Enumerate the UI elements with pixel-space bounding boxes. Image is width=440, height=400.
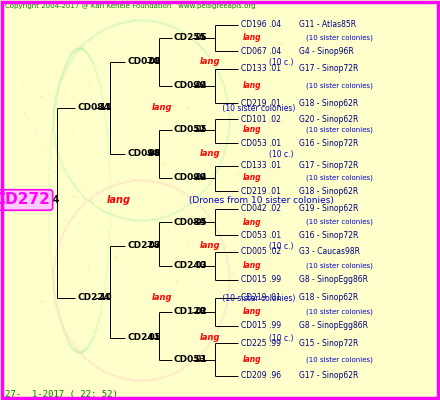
Text: (10 sister colonies): (10 sister colonies) (306, 219, 373, 225)
Text: CD099: CD099 (174, 174, 207, 182)
Text: CD042 .02: CD042 .02 (241, 204, 281, 213)
Text: CD053: CD053 (174, 356, 206, 364)
Text: 07: 07 (149, 242, 163, 250)
Text: lang: lang (200, 150, 221, 158)
Text: 10: 10 (100, 294, 115, 302)
Text: lang: lang (200, 58, 221, 66)
Text: G8 - SinopEgg86R: G8 - SinopEgg86R (299, 322, 368, 330)
Text: lang: lang (243, 308, 262, 316)
Text: G20 - Sinop62R: G20 - Sinop62R (299, 115, 359, 124)
Text: 05: 05 (149, 334, 163, 342)
Text: CD005 .02: CD005 .02 (241, 248, 281, 256)
Text: 05: 05 (196, 126, 209, 134)
Text: (10 c.): (10 c.) (269, 58, 293, 66)
Text: lang: lang (243, 82, 262, 90)
Text: CD052: CD052 (174, 126, 206, 134)
Text: (10 sister colonies): (10 sister colonies) (306, 127, 373, 133)
Text: 04: 04 (196, 174, 209, 182)
Text: CD224: CD224 (77, 294, 110, 302)
Text: 06: 06 (196, 34, 209, 42)
Text: CD128: CD128 (174, 308, 207, 316)
Text: (10 sister colonies): (10 sister colonies) (306, 175, 373, 181)
Text: CD053 .01: CD053 .01 (241, 139, 281, 148)
Text: lang: lang (200, 334, 221, 342)
Text: CD225 .99: CD225 .99 (241, 339, 281, 348)
Text: (Drones from 10 sister colonies): (Drones from 10 sister colonies) (187, 196, 334, 204)
Text: 08: 08 (149, 150, 163, 158)
Text: CD255: CD255 (174, 34, 207, 42)
Text: CD067 .04: CD067 .04 (241, 47, 281, 56)
Text: (10 sister colonies): (10 sister colonies) (220, 294, 296, 302)
Text: (10 sister colonies): (10 sister colonies) (306, 35, 373, 41)
Text: CD089: CD089 (174, 218, 207, 226)
Text: lang: lang (243, 174, 262, 182)
Text: G17 - Sinop72R: G17 - Sinop72R (299, 64, 359, 73)
Text: CD015 .99: CD015 .99 (241, 276, 281, 284)
Text: CD241: CD241 (128, 334, 161, 342)
Text: G18 - Sinop62R: G18 - Sinop62R (299, 99, 359, 108)
Text: CD101 .02: CD101 .02 (241, 115, 281, 124)
Text: G19 - Sinop62R: G19 - Sinop62R (299, 204, 359, 213)
Text: CD272: CD272 (0, 192, 50, 208)
Text: CD099: CD099 (174, 82, 207, 90)
Text: 05: 05 (196, 218, 209, 226)
Text: G11 - Atlas85R: G11 - Atlas85R (299, 20, 356, 29)
Text: 08: 08 (149, 58, 163, 66)
Text: CD053 .01: CD053 .01 (241, 231, 281, 240)
Text: lang: lang (152, 294, 172, 302)
Text: CD219 .01: CD219 .01 (241, 99, 281, 108)
Text: lang: lang (200, 242, 221, 250)
Text: lang: lang (106, 195, 130, 205)
Text: CD209 .96: CD209 .96 (241, 372, 281, 380)
Text: Copyright 2004-2017 @ Karl Kehele Foundation   www.pedigreeapis.org: Copyright 2004-2017 @ Karl Kehele Founda… (5, 2, 256, 9)
Text: (10 sister colonies): (10 sister colonies) (306, 263, 373, 269)
Text: lang: lang (243, 218, 262, 226)
Text: CD070: CD070 (128, 58, 160, 66)
Text: G17 - Sinop72R: G17 - Sinop72R (299, 162, 359, 170)
Text: G16 - Sinop72R: G16 - Sinop72R (299, 231, 359, 240)
Text: (10 sister colonies): (10 sister colonies) (306, 83, 373, 89)
Text: 03: 03 (196, 262, 209, 270)
Text: lang: lang (243, 34, 262, 42)
Text: 01: 01 (196, 356, 209, 364)
Text: CD084: CD084 (77, 104, 110, 112)
Text: CD278: CD278 (128, 242, 161, 250)
Text: (10 sister colonies): (10 sister colonies) (306, 357, 373, 363)
Text: (10 c.): (10 c.) (269, 334, 293, 342)
Text: G3 - Caucas98R: G3 - Caucas98R (299, 248, 360, 256)
Text: (10 c.): (10 c.) (269, 242, 293, 250)
Text: CD219 .01: CD219 .01 (241, 294, 281, 302)
Text: (10 sister colonies): (10 sister colonies) (220, 104, 296, 112)
Text: 04: 04 (196, 82, 209, 90)
Text: G4 - Sinop96R: G4 - Sinop96R (299, 47, 354, 56)
Text: (10 sister colonies): (10 sister colonies) (306, 309, 373, 315)
Text: G8 - SinopEgg86R: G8 - SinopEgg86R (299, 276, 368, 284)
Text: CD219 .01: CD219 .01 (241, 187, 281, 196)
Text: CD015 .99: CD015 .99 (241, 322, 281, 330)
Text: G15 - Sinop72R: G15 - Sinop72R (299, 339, 359, 348)
Text: CD196 .04: CD196 .04 (241, 20, 281, 29)
Text: lang: lang (243, 262, 262, 270)
Text: 14: 14 (46, 195, 63, 205)
Text: lang: lang (243, 356, 262, 364)
Text: lang: lang (243, 126, 262, 134)
Text: CD240: CD240 (174, 262, 207, 270)
Text: CD133 .01: CD133 .01 (241, 64, 281, 73)
Text: 02: 02 (196, 308, 209, 316)
Text: 11: 11 (100, 104, 115, 112)
Text: G18 - Sinop62R: G18 - Sinop62R (299, 294, 359, 302)
Text: CD133 .01: CD133 .01 (241, 162, 281, 170)
Text: G16 - Sinop72R: G16 - Sinop72R (299, 139, 359, 148)
Text: CD098: CD098 (128, 150, 161, 158)
Text: (10 c.): (10 c.) (269, 150, 293, 158)
Text: G18 - Sinop62R: G18 - Sinop62R (299, 187, 359, 196)
Text: 27-  1-2017 ( 22: 52): 27- 1-2017 ( 22: 52) (5, 390, 118, 399)
Text: G17 - Sinop62R: G17 - Sinop62R (299, 372, 359, 380)
Text: lang: lang (152, 104, 172, 112)
